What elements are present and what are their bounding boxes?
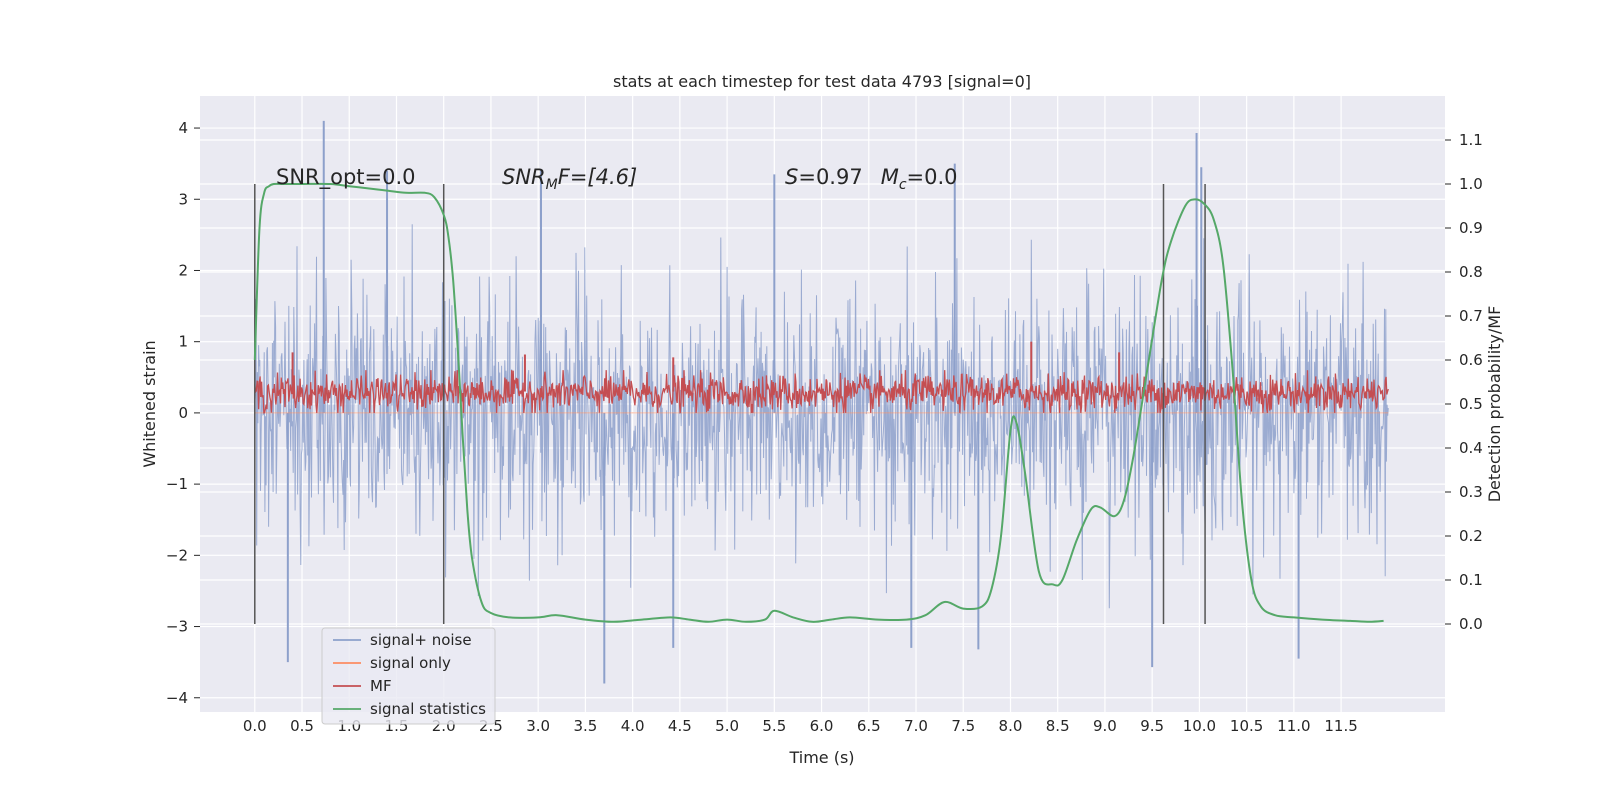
- legend-label-signal-only: signal only: [370, 654, 451, 672]
- y-tick-label-left: −3: [166, 618, 188, 636]
- y-axis-title-left: Whitened strain: [140, 340, 159, 467]
- legend-label-signal-statistics: signal statistics: [370, 700, 486, 718]
- y-tick-label-right: 0.6: [1459, 351, 1483, 369]
- x-tick-label: 3.5: [573, 717, 597, 735]
- annotation-snr-mf: SNRMF=[4.6]: [502, 165, 637, 193]
- x-tick-label: 4.0: [621, 717, 645, 735]
- legend-label-mf: MF: [370, 677, 392, 695]
- y-tick-label-right: 0.0: [1459, 615, 1483, 633]
- y-ticks-right: 1.1 1.0 0.9 0.8 0.7 0.6 0.5 0.4 0.3 0.2 0.1 0.0: [1445, 131, 1483, 633]
- x-tick-label: 8.5: [1046, 717, 1070, 735]
- legend-label-signal-noise: signal+ noise: [370, 631, 472, 649]
- y-tick-label-right: 1.1: [1459, 131, 1483, 149]
- vertical-lines: [254, 184, 1206, 624]
- y-tick-label-right: 0.9: [1459, 219, 1483, 237]
- x-tick-label: 10.0: [1183, 717, 1216, 735]
- y-axis-title-right: Detection probability/MF: [1485, 306, 1504, 503]
- series-signal-statistics: [253, 182, 1384, 623]
- annotation-snr-opt: SNR_opt=0.0: [276, 165, 416, 190]
- x-tick-label: 7.5: [951, 717, 975, 735]
- y-tick-label-right: 0.7: [1459, 307, 1483, 325]
- annotation-s-var: S: [785, 165, 798, 189]
- y-ticks-left: 4 3 2 1 0 −1 −2 −3 −4: [166, 119, 200, 707]
- x-tick-label: 6.5: [857, 717, 881, 735]
- y-tick-label-left: −4: [166, 689, 188, 707]
- x-tick-label: 5.0: [715, 717, 739, 735]
- series-signal-noise: [254, 120, 1389, 684]
- x-tick-label: 6.0: [810, 717, 834, 735]
- y-tick-label-right: 0.5: [1459, 395, 1483, 413]
- x-tick-label: 9.5: [1140, 717, 1164, 735]
- y-tick-label-left: 4: [178, 119, 188, 137]
- chart-title: stats at each timestep for test data 479…: [613, 72, 1031, 91]
- annotation-snr-mf-main: SNR: [502, 165, 546, 189]
- y-tick-label-left: −2: [166, 546, 188, 564]
- y-tick-label-left: 1: [178, 333, 188, 351]
- y-tick-label-left: 2: [178, 261, 188, 279]
- y-tick-label-right: 0.2: [1459, 527, 1483, 545]
- x-tick-label: 0.5: [290, 717, 314, 735]
- x-tick-label: 4.5: [668, 717, 692, 735]
- y-tick-label-left: −1: [166, 475, 188, 493]
- x-tick-label: 3.0: [526, 717, 550, 735]
- x-tick-label: 5.5: [762, 717, 786, 735]
- annotation-mc-sub: c: [899, 177, 907, 193]
- y-tick-label-right: 0.1: [1459, 571, 1483, 589]
- annotation-s-mc: S=0.97 Mc=0.0: [785, 165, 958, 193]
- y-tick-label-right: 0.3: [1459, 483, 1483, 501]
- signal-statistics-line: [253, 182, 1384, 623]
- annotation-snr-mf-rest: F=[4.6]: [558, 165, 637, 189]
- x-tick-label: 8.0: [999, 717, 1023, 735]
- x-tick-label: 10.5: [1230, 717, 1263, 735]
- x-tick-label: 11.5: [1324, 717, 1357, 735]
- y-tick-label-right: 0.4: [1459, 439, 1483, 457]
- annotation-mc-var: M: [881, 165, 899, 189]
- y-tick-label-right: 1.0: [1459, 175, 1483, 193]
- annotation-mc-rest: =0.0: [907, 165, 958, 189]
- y-tick-label-left: 0: [178, 404, 188, 422]
- y-tick-label-right: 0.8: [1459, 263, 1483, 281]
- legend-box: [321, 627, 496, 725]
- x-tick-label: 0.0: [243, 717, 267, 735]
- x-tick-label: 11.0: [1277, 717, 1310, 735]
- x-axis-title: Time (s): [788, 748, 854, 767]
- x-tick-label: 7.0: [904, 717, 928, 735]
- y-tick-label-left: 3: [178, 190, 188, 208]
- annotation-s-rest: =0.97: [798, 165, 862, 189]
- x-tick-label: 9.0: [1093, 717, 1117, 735]
- legend: signal+ noise signal only MF signal stat…: [321, 627, 496, 725]
- annotation-snr-mf-sub: M: [546, 177, 558, 193]
